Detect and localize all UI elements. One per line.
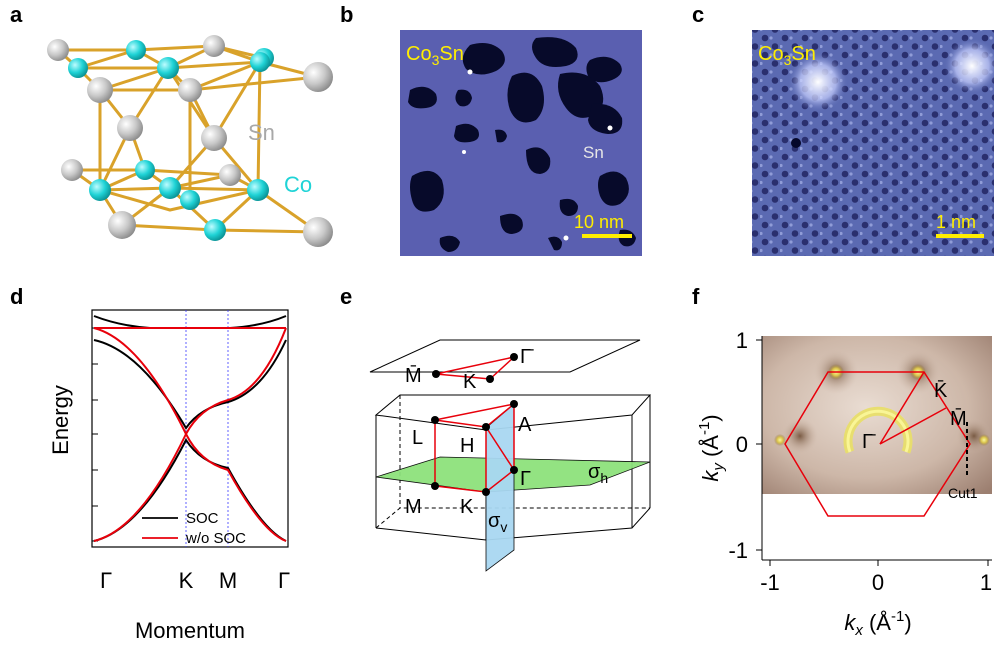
fs-ytick-1: 1 xyxy=(736,328,748,353)
fs-ylabel: ky (Å-1) xyxy=(696,414,727,481)
panel-letter-f: f xyxy=(692,284,700,309)
panel-c-scalebar-label: 1 nm xyxy=(936,212,976,232)
band-y-ticks xyxy=(92,327,98,542)
band-plot-frame xyxy=(91,309,289,548)
panel-b: Co3Sn Sn 10 nm xyxy=(400,30,642,256)
bulk-h-label: H xyxy=(460,435,474,457)
bright-adatom-1 xyxy=(788,52,848,112)
band-xtick-gamma-2: Γ xyxy=(278,568,290,593)
panel-letter-d: d xyxy=(10,284,23,309)
fs-ytick-0: 0 xyxy=(736,432,748,457)
panel-c-scalebar xyxy=(936,234,984,238)
panel-b-scalebar xyxy=(582,234,632,238)
surface-k-label: K̄ xyxy=(463,370,477,393)
panel-c-title: Co3Sn xyxy=(758,43,816,68)
panel-letter-c: c xyxy=(692,2,704,27)
panel-e: M̄ K̄ Γ̄ L H A M K xyxy=(369,339,652,572)
cut1-label: Cut1 xyxy=(948,485,978,501)
vacancy xyxy=(791,138,801,148)
bulk-m-label: M xyxy=(405,496,422,518)
surface-bz xyxy=(369,339,641,373)
band-nosoc-upper xyxy=(93,327,287,437)
sn-label: Sn xyxy=(248,120,275,145)
fs-xtick-1: 1 xyxy=(980,570,992,595)
panel-d: Energy Momentum Γ K M Γ SOC w/o SOC xyxy=(48,309,290,643)
fs-ticks xyxy=(756,339,989,566)
surface-bz-hexagon xyxy=(784,371,971,517)
co-atoms xyxy=(68,40,274,241)
bright-adatom-2 xyxy=(944,38,994,94)
fs-ytick-m1: -1 xyxy=(728,538,748,563)
panel-letter-b: b xyxy=(340,2,353,27)
band-xlabel: Momentum xyxy=(135,618,245,643)
bulk-bz xyxy=(374,394,652,541)
fs-xlabel: kx (Å-1) xyxy=(844,608,911,639)
panel-c: Co3Sn 1 nm xyxy=(752,30,994,256)
bulk-gamma-label: Γ xyxy=(520,468,531,490)
panel-f: 1 0 -1 -1 0 1 kx (Å-1) ky (Å-1) K̄ M̄ Γ̄… xyxy=(696,328,992,639)
bulk-path xyxy=(434,403,516,493)
sigma-v-plane xyxy=(485,403,515,572)
band-high-sym-lines xyxy=(185,310,229,547)
fs-m-label: M̄ xyxy=(950,407,967,430)
panel-letters: a b c d e f xyxy=(10,2,704,309)
sn-atoms xyxy=(47,35,333,247)
fs-xtick-m1: -1 xyxy=(760,570,780,595)
panel-a: Sn Co xyxy=(47,35,333,247)
bulk-l-label: L xyxy=(412,427,423,449)
band-nosoc-lower xyxy=(93,431,287,542)
stm-bright-spots xyxy=(462,69,613,241)
fs-k-label: K̄ xyxy=(934,379,948,402)
legend-soc-label: SOC xyxy=(186,510,219,527)
band-soc-upper xyxy=(93,339,287,430)
surface-path xyxy=(435,355,517,380)
panel-b-sn-label: Sn xyxy=(583,143,604,162)
surface-m-label: M̄ xyxy=(405,364,422,387)
bulk-k-label: K xyxy=(460,496,474,518)
panel-letter-a: a xyxy=(10,2,23,27)
fs-xtick-0: 0 xyxy=(872,570,884,595)
co-label: Co xyxy=(284,172,312,197)
band-xtick-gamma-1: Γ xyxy=(100,568,112,593)
band-legend: SOC w/o SOC xyxy=(142,510,246,547)
surface-gamma-label: Γ̄ xyxy=(520,346,534,368)
panel-letter-e: e xyxy=(340,284,352,309)
stm-holes xyxy=(408,37,636,252)
fs-gamma-label: Γ̄ xyxy=(862,431,876,453)
bulk-points xyxy=(431,400,518,496)
panel-b-scalebar-label: 10 nm xyxy=(574,212,624,232)
band-ylabel: Energy xyxy=(48,385,73,455)
band-xtick-m: M xyxy=(219,568,237,593)
band-soc-flat xyxy=(93,315,287,329)
band-curves xyxy=(93,315,287,542)
bulk-a-label: A xyxy=(518,414,532,436)
legend-nosoc-label: w/o SOC xyxy=(185,530,246,547)
band-xtick-k: K xyxy=(179,568,194,593)
panel-b-title: Co3Sn xyxy=(406,43,464,68)
